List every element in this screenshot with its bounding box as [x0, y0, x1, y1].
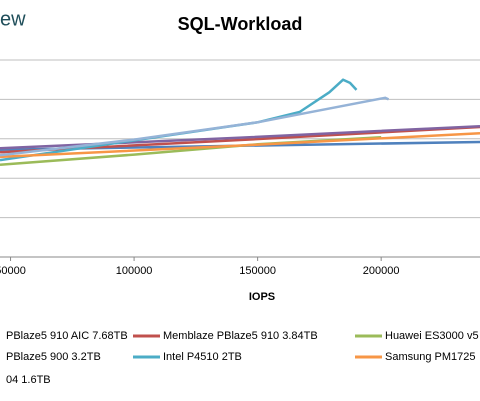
legend-label: Huawei ES3000 v5	[385, 330, 479, 342]
x-tick-label: 100000	[116, 265, 153, 277]
x-axis-label: IOPS	[249, 291, 275, 303]
data-line	[0, 124, 480, 150]
chart-title: SQL-Workload	[178, 14, 303, 34]
legend-label: PBlaze5 900 3.2TB	[6, 351, 101, 363]
x-tick-label: 50000	[0, 265, 26, 277]
x-tick-label: 150000	[239, 265, 276, 277]
legend-label: 04 1.6TB	[6, 374, 51, 386]
x-tick-label: 200000	[363, 265, 400, 277]
legend-label: Memblaze PBlaze5 910 3.84TB	[163, 330, 318, 342]
data-line	[0, 132, 480, 159]
legend-label: Samsung PM1725	[385, 351, 476, 363]
logo: ew	[0, 8, 26, 30]
data-line	[0, 96, 390, 157]
legend-label: Intel P4510 2TB	[163, 351, 242, 363]
legend-label: PBlaze5 910 AIC 7.68TB	[6, 330, 128, 342]
